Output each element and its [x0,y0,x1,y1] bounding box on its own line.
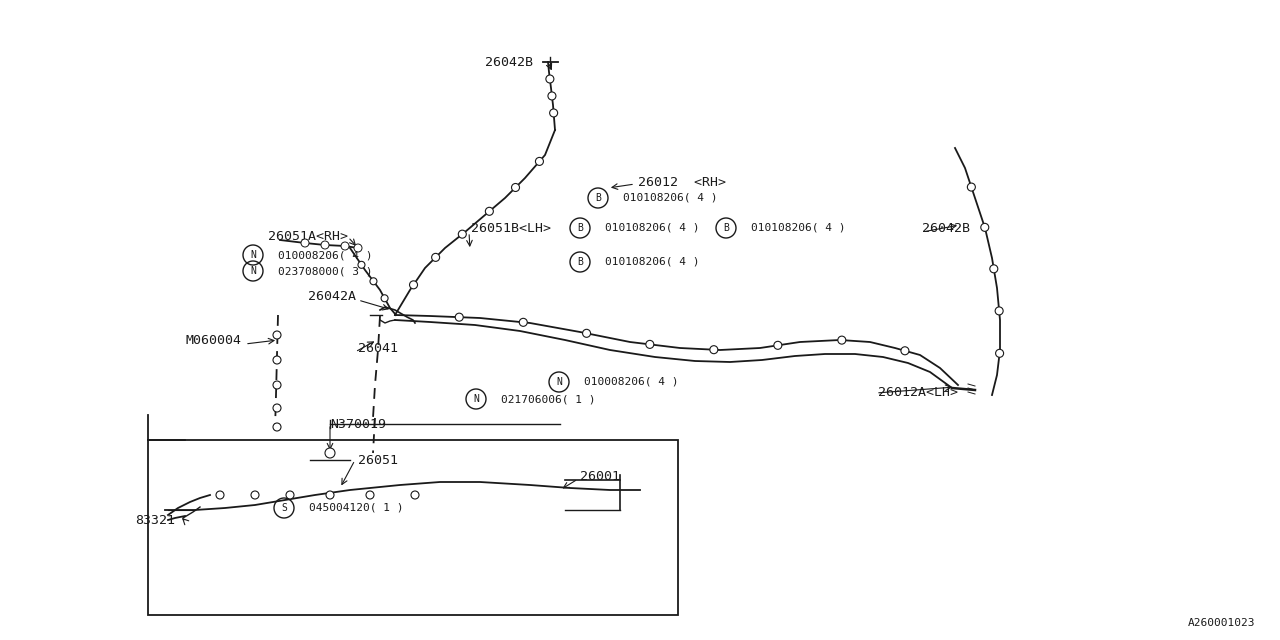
Circle shape [326,491,334,499]
Text: 26042B: 26042B [485,56,532,68]
Text: N: N [556,377,562,387]
Circle shape [251,491,259,499]
Text: B: B [577,223,582,233]
Text: 045004120( 1 ): 045004120( 1 ) [308,503,403,513]
Text: B: B [723,223,728,233]
Circle shape [285,491,294,499]
Text: B: B [595,193,600,203]
Text: M060004: M060004 [186,333,241,346]
Text: 26012  <RH>: 26012 <RH> [637,175,726,189]
Text: 010108206( 4 ): 010108206( 4 ) [605,223,699,233]
Circle shape [980,223,988,231]
Text: 010108206( 4 ): 010108206( 4 ) [605,257,699,267]
Text: 26041: 26041 [358,342,398,355]
Text: 26001: 26001 [580,470,620,483]
Circle shape [273,381,282,389]
Text: N: N [250,266,256,276]
Circle shape [996,349,1004,357]
Text: A260001023: A260001023 [1188,618,1254,628]
Circle shape [216,491,224,499]
Circle shape [355,244,362,252]
Circle shape [520,318,527,326]
Text: N370019: N370019 [330,417,387,431]
Circle shape [456,313,463,321]
Circle shape [273,404,282,412]
Text: S: S [282,503,287,513]
Circle shape [838,336,846,344]
Text: B: B [577,257,582,267]
Circle shape [411,491,419,499]
Circle shape [381,295,388,302]
Circle shape [548,92,556,100]
Text: 26051B<LH>: 26051B<LH> [471,221,550,234]
Text: 26042A: 26042A [308,289,356,303]
Circle shape [458,230,466,238]
Circle shape [901,347,909,355]
Circle shape [273,423,282,431]
Circle shape [774,341,782,349]
Circle shape [410,281,417,289]
Circle shape [358,261,365,268]
Circle shape [535,157,544,165]
Text: 26012A<LH>: 26012A<LH> [878,387,957,399]
Circle shape [370,278,376,285]
Text: 010008206( 4 ): 010008206( 4 ) [584,377,678,387]
Circle shape [968,183,975,191]
Circle shape [710,346,718,354]
Text: 010108206( 4 ): 010108206( 4 ) [623,193,718,203]
Text: N: N [474,394,479,404]
Bar [148,440,678,615]
Circle shape [512,184,520,191]
Text: 010108206( 4 ): 010108206( 4 ) [751,223,846,233]
Text: 023708000( 3 ): 023708000( 3 ) [278,266,372,276]
Circle shape [646,340,654,348]
Circle shape [340,242,349,250]
Text: 83321: 83321 [134,513,175,527]
Text: 26042B: 26042B [922,221,970,234]
Text: 010008206( 4 ): 010008206( 4 ) [278,250,372,260]
Circle shape [485,207,493,215]
Circle shape [301,239,308,247]
Circle shape [582,330,590,337]
Text: 26051: 26051 [358,454,398,467]
Text: N: N [250,250,256,260]
Text: 021706006( 1 ): 021706006( 1 ) [500,394,595,404]
Circle shape [325,448,335,458]
Circle shape [549,109,558,117]
Circle shape [273,356,282,364]
Circle shape [989,265,998,273]
Circle shape [366,491,374,499]
Circle shape [431,253,439,261]
Circle shape [273,331,282,339]
Circle shape [321,241,329,249]
Circle shape [545,75,554,83]
Text: 26051A<RH>: 26051A<RH> [268,230,348,243]
Circle shape [995,307,1004,315]
